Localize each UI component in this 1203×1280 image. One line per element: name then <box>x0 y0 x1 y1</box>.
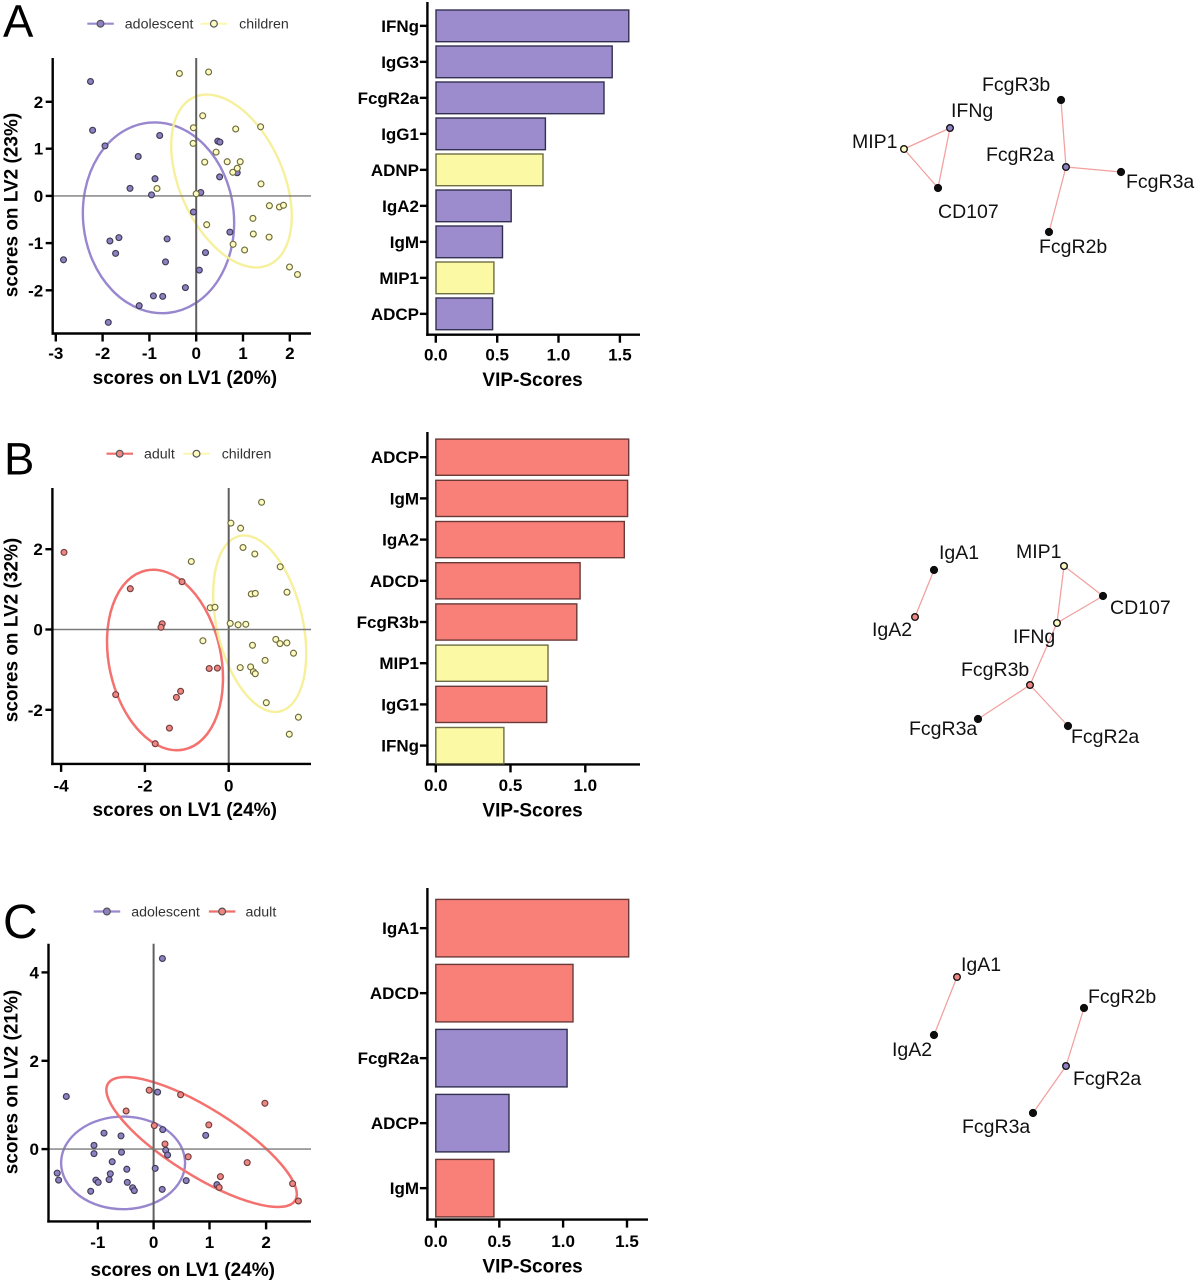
svg-text:B: B <box>4 434 34 485</box>
svg-text:IFNg: IFNg <box>1013 626 1055 648</box>
svg-text:IgG1: IgG1 <box>381 125 419 144</box>
svg-text:0.0: 0.0 <box>424 346 448 365</box>
svg-text:IFNg: IFNg <box>381 17 419 36</box>
svg-text:0.5: 0.5 <box>485 346 509 365</box>
svg-text:-2: -2 <box>95 344 110 363</box>
svg-text:0: 0 <box>191 344 200 363</box>
svg-text:-4: -4 <box>54 777 70 796</box>
svg-text:scores on LV1 (24%): scores on LV1 (24%) <box>92 800 276 821</box>
svg-text:FcgR3a: FcgR3a <box>1126 171 1194 193</box>
svg-text:0.5: 0.5 <box>487 1232 511 1251</box>
svg-text:CD107: CD107 <box>1110 597 1171 619</box>
svg-text:FcgR3a: FcgR3a <box>909 718 977 740</box>
svg-text:-3: -3 <box>48 344 63 363</box>
svg-text:0: 0 <box>224 777 233 796</box>
svg-text:ADNP: ADNP <box>371 161 419 180</box>
svg-text:FcgR2a: FcgR2a <box>1073 1068 1141 1090</box>
svg-text:ADCP: ADCP <box>371 1114 419 1133</box>
svg-text:IgA1: IgA1 <box>939 542 979 564</box>
svg-text:0.0: 0.0 <box>424 776 448 795</box>
svg-text:2: 2 <box>261 1233 270 1252</box>
svg-text:scores on LV1 (20%): scores on LV1 (20%) <box>93 368 277 389</box>
svg-text:IgA2: IgA2 <box>382 531 419 550</box>
svg-text:-2: -2 <box>28 281 43 300</box>
svg-text:IFNg: IFNg <box>951 100 993 122</box>
svg-text:IgA1: IgA1 <box>961 954 1001 976</box>
svg-text:FcgR2b: FcgR2b <box>1088 986 1156 1008</box>
svg-text:IgM: IgM <box>390 489 419 508</box>
svg-text:MIP1: MIP1 <box>852 131 898 153</box>
svg-text:adult: adult <box>246 905 277 921</box>
svg-text:children: children <box>222 447 272 463</box>
svg-text:IgA2: IgA2 <box>872 619 912 641</box>
svg-text:FcgR2a: FcgR2a <box>358 89 420 108</box>
svg-text:IgA2: IgA2 <box>892 1039 932 1061</box>
svg-text:IgG3: IgG3 <box>381 53 419 72</box>
svg-text:ADCP: ADCP <box>371 448 419 467</box>
svg-text:2: 2 <box>285 344 294 363</box>
svg-text:-1: -1 <box>90 1233 105 1252</box>
svg-text:IgA2: IgA2 <box>382 197 419 216</box>
svg-text:FcgR2a: FcgR2a <box>1071 726 1139 748</box>
svg-text:IFNg: IFNg <box>381 737 419 756</box>
svg-text:1.0: 1.0 <box>573 776 597 795</box>
svg-text:1.5: 1.5 <box>615 1232 639 1251</box>
svg-text:FcgR2a: FcgR2a <box>986 144 1054 166</box>
svg-text:FcgR2b: FcgR2b <box>1039 236 1107 258</box>
svg-text:1.0: 1.0 <box>551 1232 575 1251</box>
svg-text:children: children <box>239 17 289 33</box>
svg-text:1.5: 1.5 <box>608 346 632 365</box>
svg-text:FcgR3b: FcgR3b <box>961 659 1029 681</box>
svg-text:FcgR3b: FcgR3b <box>357 613 419 632</box>
svg-text:adolescent: adolescent <box>131 905 200 921</box>
svg-text:scores on LV1 (24%): scores on LV1 (24%) <box>91 1260 275 1280</box>
svg-text:FcgR3b: FcgR3b <box>982 74 1050 96</box>
svg-text:MIP1: MIP1 <box>379 269 419 288</box>
svg-text:1: 1 <box>34 140 43 159</box>
svg-text:VIP-Scores: VIP-Scores <box>482 800 582 821</box>
svg-text:IgM: IgM <box>390 233 419 252</box>
svg-text:0: 0 <box>34 187 43 206</box>
svg-text:FcgR3a: FcgR3a <box>962 1116 1030 1138</box>
svg-text:-2: -2 <box>137 777 152 796</box>
svg-text:0: 0 <box>33 621 42 640</box>
svg-text:ADCP: ADCP <box>371 305 419 324</box>
svg-text:A: A <box>3 0 34 47</box>
svg-text:VIP-Scores: VIP-Scores <box>482 370 582 391</box>
svg-text:ADCD: ADCD <box>370 572 419 591</box>
svg-text:IgM: IgM <box>390 1179 419 1198</box>
svg-text:MIP1: MIP1 <box>379 654 419 673</box>
svg-text:C: C <box>3 896 38 949</box>
svg-text:scores on LV2 (21%): scores on LV2 (21%) <box>2 990 23 1174</box>
svg-text:IgA1: IgA1 <box>382 919 419 938</box>
svg-text:0: 0 <box>30 1140 39 1159</box>
svg-text:scores on LV2 (32%): scores on LV2 (32%) <box>2 538 23 722</box>
svg-text:FcgR2a: FcgR2a <box>358 1049 420 1068</box>
svg-text:0.5: 0.5 <box>499 776 523 795</box>
svg-text:2: 2 <box>30 1052 39 1071</box>
svg-text:-1: -1 <box>142 344 157 363</box>
svg-text:ADCD: ADCD <box>370 984 419 1003</box>
svg-text:IgG1: IgG1 <box>381 695 419 714</box>
svg-text:-1: -1 <box>28 234 43 253</box>
svg-text:0.0: 0.0 <box>424 1232 448 1251</box>
svg-text:4: 4 <box>30 963 40 982</box>
svg-text:1: 1 <box>238 344 247 363</box>
svg-text:0: 0 <box>149 1233 158 1252</box>
svg-text:1.0: 1.0 <box>547 346 571 365</box>
svg-text:adolescent: adolescent <box>125 17 194 33</box>
svg-text:scores on LV2 (23%): scores on LV2 (23%) <box>2 113 23 297</box>
svg-text:CD107: CD107 <box>938 201 999 223</box>
svg-text:MIP1: MIP1 <box>1016 541 1062 563</box>
svg-text:-2: -2 <box>28 701 43 720</box>
svg-text:2: 2 <box>33 540 42 559</box>
svg-text:adult: adult <box>144 447 175 463</box>
svg-text:2: 2 <box>34 93 43 112</box>
svg-text:1: 1 <box>205 1233 214 1252</box>
svg-text:VIP-Scores: VIP-Scores <box>482 1257 582 1278</box>
